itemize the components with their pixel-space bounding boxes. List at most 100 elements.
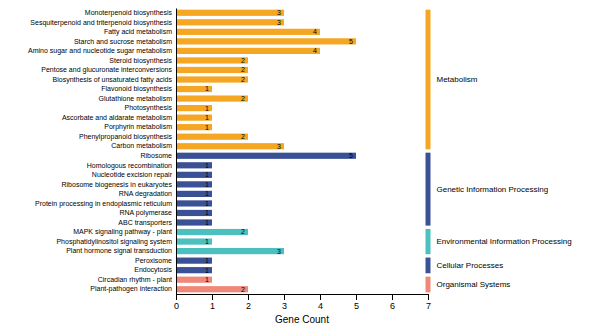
group-bar: [426, 277, 431, 293]
y-tick: Ribosome: [140, 152, 176, 159]
x-axis-line: [177, 295, 429, 301]
data-label: 5: [349, 152, 353, 159]
y-tick: Phosphatidylinositol signaling system: [56, 238, 176, 246]
bar: [176, 191, 212, 197]
data-labels: 334542221211123511111112131112: [205, 9, 353, 292]
data-label: 2: [241, 57, 245, 64]
bar: [176, 286, 248, 292]
bar: [176, 95, 248, 101]
data-label: 1: [205, 114, 209, 121]
y-tick-label: Sesquiterpenoid and triterpenoid biosynt…: [30, 19, 172, 27]
y-tick-label: Ribosome biogenesis in eukaryotes: [61, 181, 172, 189]
x-tick-mark: [356, 294, 357, 300]
y-tick-label: Plant hormone signal transduction: [66, 247, 172, 255]
data-label: 2: [241, 228, 245, 235]
data-label: 3: [277, 19, 281, 26]
x-tick-label: 4: [318, 301, 323, 311]
data-label: 1: [205, 124, 209, 131]
group-label: Metabolism: [437, 75, 478, 84]
bar: [176, 210, 212, 216]
y-tick: Porphyrin metabolism: [104, 123, 176, 131]
bar: [176, 219, 212, 225]
y-tick-label: Plant-pathogen interaction: [90, 285, 172, 293]
y-tick: RNA degradation: [119, 190, 176, 198]
data-label: 1: [205, 267, 209, 274]
y-tick-label: Starch and sucrose metabolism: [74, 38, 172, 45]
y-tick: Circadian rhythm - plant: [98, 276, 176, 284]
x-tick-label: 0: [174, 301, 179, 311]
group-bar: [426, 153, 431, 226]
y-tick-label: Porphyrin metabolism: [104, 123, 172, 131]
y-tick-label: Protein processing in endoplasmic reticu…: [35, 200, 172, 208]
y-tick: RNA polymerase: [119, 209, 176, 217]
y-tick: Steroid biosynthesis: [109, 57, 176, 65]
data-label: 3: [277, 9, 281, 16]
x-tick: 6: [390, 294, 395, 311]
y-tick-label: Phenylpropanoid biosynthesis: [79, 133, 173, 141]
bar: [176, 67, 248, 73]
data-label: 4: [313, 28, 317, 35]
y-tick-label: Ribosome: [140, 152, 172, 159]
bar: [176, 134, 248, 140]
bar: [176, 238, 212, 244]
x-tick-mark: [428, 294, 429, 300]
y-tick: Nucleotide excision repair: [92, 171, 176, 179]
data-label: 1: [205, 238, 209, 245]
group-bar: [426, 10, 431, 150]
data-label: 1: [205, 209, 209, 216]
y-tick-label: Carbon metabolism: [111, 142, 172, 149]
y-tick: Plant-pathogen interaction: [90, 285, 176, 293]
bar: [176, 172, 212, 178]
data-label: 1: [205, 190, 209, 197]
bar: [176, 38, 356, 44]
data-label: 2: [241, 95, 245, 102]
y-tick-label: Nucleotide excision repair: [92, 171, 173, 179]
data-label: 3: [277, 143, 281, 150]
y-tick: ABC transporters: [118, 219, 176, 227]
bar: [176, 19, 284, 25]
bar: [176, 248, 284, 254]
group-label: Cellular Processes: [437, 261, 504, 270]
y-tick: Carbon metabolism: [111, 142, 176, 149]
x-tick: 5: [354, 294, 359, 311]
bar: [176, 57, 248, 63]
data-label: 5: [349, 38, 353, 45]
bar: [176, 258, 212, 264]
y-tick-label: Photosynthesis: [125, 104, 173, 112]
bar: [176, 29, 320, 35]
bar: [176, 115, 212, 121]
data-label: 4: [313, 47, 317, 54]
y-tick: Flavonoid biosynthesis: [101, 85, 176, 93]
group-bar: [426, 229, 431, 254]
bar: [176, 229, 248, 235]
y-tick: Starch and sucrose metabolism: [74, 38, 176, 45]
x-tick-mark: [176, 294, 177, 300]
y-axis-line: [176, 9, 177, 295]
x-tick: 2: [246, 294, 251, 311]
bar: [176, 181, 212, 187]
y-tick: Glutathione metabolism: [98, 95, 176, 102]
y-tick-label: Pentose and glucuronate interconversions: [41, 66, 172, 74]
bar: [176, 124, 212, 130]
y-tick: Phenylpropanoid biosynthesis: [79, 133, 176, 141]
y-tick-label: Glutathione metabolism: [98, 95, 172, 102]
x-tick-mark: [284, 294, 285, 300]
bar: [176, 277, 212, 283]
x-tick: 7: [426, 294, 431, 311]
bars: [176, 10, 356, 293]
y-tick-label: Flavonoid biosynthesis: [101, 85, 172, 93]
bar: [176, 86, 212, 92]
data-label: 2: [241, 76, 245, 83]
y-tick-label: Ascorbate and aldarate metabolism: [62, 114, 172, 121]
x-tick: 1: [210, 294, 215, 311]
data-label: 2: [241, 133, 245, 140]
data-label: 1: [205, 105, 209, 112]
y-tick-label: ABC transporters: [118, 219, 172, 227]
y-tick-label: Phosphatidylinositol signaling system: [56, 238, 172, 246]
x-tick-mark: [212, 294, 213, 300]
data-label: 3: [277, 248, 281, 255]
x-tick-label: 5: [354, 301, 359, 311]
y-tick: Biosynthesis of unsaturated fatty acids: [53, 76, 176, 84]
y-tick: Fatty acid metabolism: [104, 28, 176, 36]
x-axis: 01234567: [174, 294, 431, 311]
